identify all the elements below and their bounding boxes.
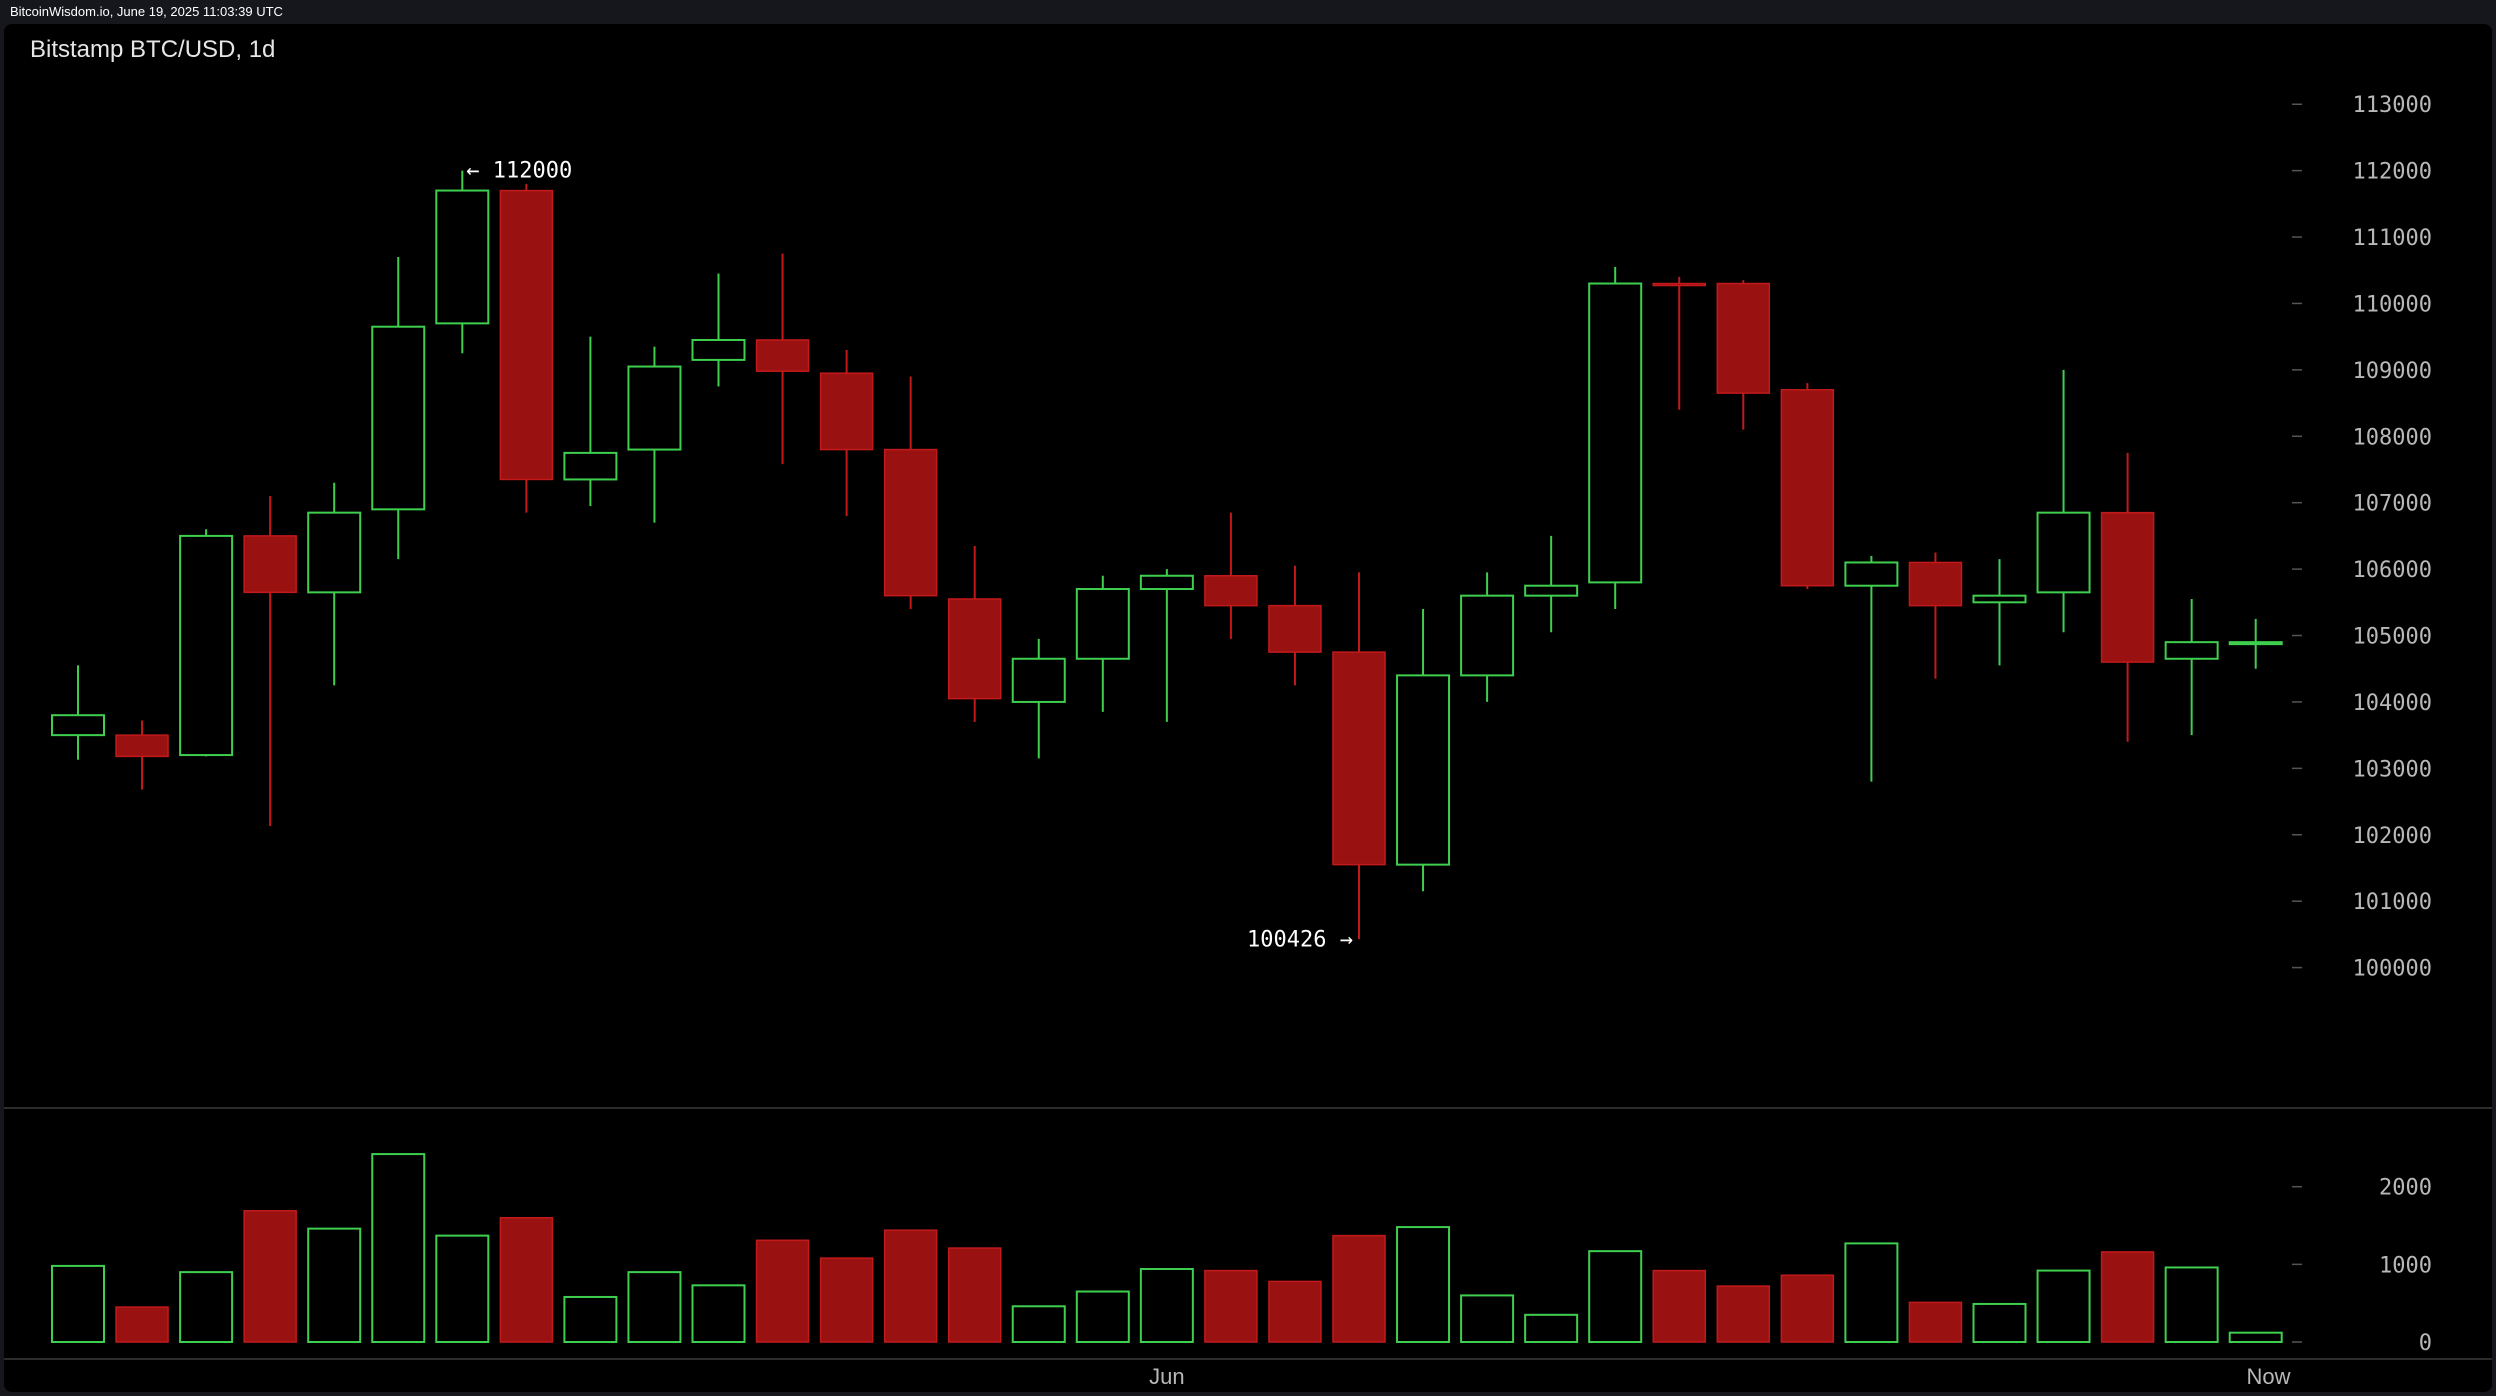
- candle-body-down: [1780, 389, 1835, 587]
- volume-bar-up: [1524, 1313, 1579, 1343]
- volume-bar-up: [307, 1227, 362, 1343]
- candle-body-up: [1396, 674, 1451, 866]
- volume-bar-up: [2036, 1269, 2091, 1343]
- candle-body-up: [691, 338, 746, 361]
- candle-body-up: [179, 534, 234, 757]
- candle-body-up: [435, 189, 490, 325]
- x-axis-label: Now: [2247, 1364, 2291, 1389]
- candle-body-up: [2228, 641, 2283, 646]
- volume-bar-down: [1332, 1234, 1386, 1343]
- volume-bar-up: [691, 1284, 746, 1343]
- candle-body-up: [371, 325, 426, 511]
- volume-bar-up: [435, 1234, 490, 1344]
- volume-bar-down: [883, 1229, 938, 1343]
- source-label: BitcoinWisdom.io, June 19, 2025 11:03:39…: [10, 4, 283, 19]
- candle-body-up: [1460, 594, 1515, 677]
- volume-bar-up: [51, 1264, 105, 1343]
- chart-title: Bitstamp BTC/USD, 1d: [30, 36, 276, 63]
- y-tick-label: 104000: [2353, 691, 2432, 716]
- candle-body-up: [307, 511, 362, 594]
- candle-body-down: [499, 189, 554, 481]
- chart-panel: 100000 101000 102000 103000 104000 105000 1060…: [4, 24, 2492, 1392]
- y-tick-label: 107000: [2353, 492, 2432, 517]
- candle-body-down: [1716, 282, 1771, 394]
- candle-body-up: [563, 451, 618, 481]
- y-tick-label: 110000: [2353, 292, 2432, 317]
- volume-bar-up: [1139, 1268, 1194, 1343]
- volume-bar-down: [1204, 1269, 1258, 1343]
- y-tick-label: 102000: [2353, 824, 2432, 849]
- price-annotation: 100426 →: [1247, 927, 1353, 952]
- candle-body-up: [51, 714, 105, 737]
- candle-body-down: [1268, 604, 1322, 653]
- volume-bar-up: [2164, 1266, 2219, 1344]
- volume-bar-down: [499, 1217, 554, 1343]
- volume-bar-down: [2100, 1251, 2155, 1343]
- volume-tick-label: 1000: [2379, 1253, 2432, 1278]
- candle-body-down: [1204, 574, 1258, 607]
- volume-bar-up: [563, 1295, 618, 1344]
- candle-body-down: [883, 448, 938, 597]
- candle-body-down: [1332, 651, 1386, 866]
- y-tick-label: 103000: [2353, 757, 2432, 782]
- y-tick-label: 108000: [2353, 425, 2432, 450]
- volume-bar-up: [627, 1271, 682, 1344]
- y-tick-label: 109000: [2353, 359, 2432, 384]
- candle-body-down: [755, 339, 810, 372]
- volume-bar-up: [1460, 1294, 1515, 1343]
- candle-body-down: [1908, 561, 1963, 607]
- volume-bar-down: [243, 1210, 297, 1343]
- volume-bar-up: [1844, 1242, 1899, 1343]
- top-bar: BitcoinWisdom.io, June 19, 2025 11:03:39…: [0, 0, 2496, 24]
- volume-bar-down: [755, 1239, 810, 1343]
- candle-body-up: [1588, 282, 1643, 584]
- y-tick-label: 112000: [2353, 160, 2432, 185]
- candle-body-down: [115, 734, 169, 758]
- y-tick-label: 111000: [2353, 226, 2432, 251]
- y-tick-label: 106000: [2353, 558, 2432, 583]
- y-tick-label: 113000: [2353, 93, 2432, 118]
- candle-body-down: [1652, 282, 1706, 287]
- volume-bar-down: [1908, 1301, 1963, 1343]
- volume-bar-up: [371, 1153, 426, 1343]
- candle-body-up: [2036, 511, 2091, 594]
- volume-bar-up: [1075, 1290, 1130, 1344]
- volume-bar-up: [1972, 1302, 2027, 1343]
- volume-tick-label: 2000: [2379, 1176, 2432, 1201]
- x-axis-label: Jun: [1149, 1364, 1184, 1389]
- volume-bar-up: [1588, 1250, 1643, 1344]
- volume-bar-down: [1780, 1274, 1835, 1343]
- candle-body-up: [1524, 584, 1579, 597]
- volume-bar-up: [2228, 1331, 2283, 1344]
- volume-bar-down: [115, 1306, 169, 1343]
- candle-body-up: [1075, 588, 1130, 660]
- volume-bar-up: [1396, 1226, 1451, 1344]
- volume-bar-up: [1011, 1305, 1066, 1343]
- volume-bar-up: [179, 1271, 234, 1344]
- volume-bar-down: [819, 1257, 874, 1343]
- volume-bar-down: [1268, 1280, 1322, 1343]
- candle-body-down: [243, 535, 297, 594]
- volume-bar-down: [1652, 1269, 1706, 1343]
- volume-tick-label: 0: [2419, 1331, 2432, 1356]
- y-tick-label: 105000: [2353, 625, 2432, 650]
- candle-body-down: [2100, 511, 2155, 663]
- candle-body-up: [1011, 657, 1066, 703]
- y-tick-label: 100000: [2353, 957, 2432, 982]
- candle-body-up: [2164, 641, 2219, 660]
- volume-bar-down: [1716, 1285, 1771, 1343]
- candle-body-up: [1972, 594, 2027, 604]
- candle-body-up: [1139, 574, 1194, 591]
- candle-body-down: [947, 598, 1002, 700]
- candlestick-chart[interactable]: 100000 101000 102000 103000 104000 105000 1060…: [4, 24, 2492, 1392]
- price-annotation: ← 112000: [466, 159, 572, 184]
- candle-body-down: [819, 372, 874, 451]
- candle-body-up: [627, 365, 682, 451]
- volume-bar-down: [947, 1247, 1002, 1343]
- y-tick-label: 101000: [2353, 890, 2432, 915]
- candle-body-up: [1844, 561, 1899, 587]
